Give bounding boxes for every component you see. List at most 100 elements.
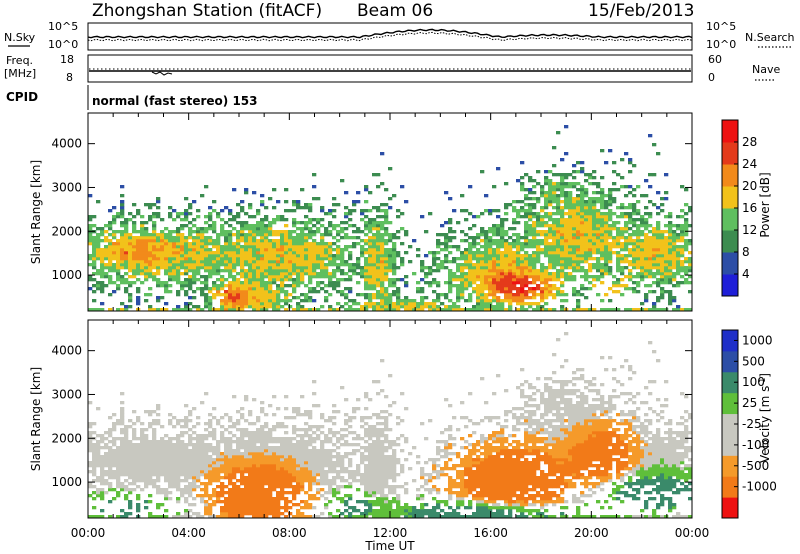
velocity-cell <box>120 515 125 519</box>
power-cell <box>252 299 257 303</box>
velocity-cell <box>92 479 97 483</box>
power-cell <box>608 269 613 273</box>
power-cell <box>232 278 237 282</box>
power-cell <box>208 302 213 306</box>
power-cell <box>452 260 457 264</box>
power-cell <box>380 281 385 285</box>
power-cell <box>540 308 545 312</box>
power-cell <box>644 263 649 267</box>
velocity-cell <box>124 494 129 498</box>
power-cell <box>636 263 641 267</box>
velocity-cell <box>268 467 273 471</box>
power-cell <box>168 215 173 219</box>
velocity-cell <box>148 446 153 450</box>
power-cell <box>108 242 113 246</box>
power-cell <box>664 278 669 282</box>
power-cell <box>580 224 585 228</box>
power-cell <box>596 239 601 243</box>
velocity-cell <box>92 464 97 468</box>
velocity-cell <box>112 443 117 447</box>
power-cell <box>572 197 577 201</box>
power-cell <box>492 239 497 243</box>
power-cell <box>268 284 273 288</box>
power-cell <box>368 245 373 249</box>
power-cell <box>580 161 585 165</box>
power-cell <box>308 272 313 276</box>
power-cell <box>208 224 213 228</box>
power-cell <box>236 257 241 261</box>
power-cell <box>104 257 109 261</box>
power-cell <box>588 221 593 225</box>
power-cell <box>672 272 677 276</box>
power-cell <box>352 272 357 276</box>
power-cell <box>376 254 381 258</box>
power-cell <box>364 251 369 255</box>
velocity-cell <box>248 458 253 462</box>
power-cell <box>628 263 633 267</box>
power-cell <box>276 239 281 243</box>
power-cell <box>284 302 289 306</box>
power-cell <box>312 251 317 255</box>
power-cell <box>616 263 621 267</box>
velocity-cell <box>252 512 257 516</box>
velocity-cell <box>216 515 221 519</box>
power-cell <box>620 260 625 264</box>
velocity-cell <box>120 458 125 462</box>
power-cell <box>316 254 321 258</box>
velocity-cell <box>260 449 265 453</box>
power-cell <box>364 296 369 300</box>
power-cell <box>428 302 433 306</box>
power-cell <box>216 263 221 267</box>
velocity-cell <box>228 467 233 471</box>
velocity-cell <box>156 407 161 411</box>
power-cell <box>176 230 181 234</box>
power-cell <box>300 233 305 237</box>
power-cell <box>512 218 517 222</box>
power-cell <box>140 260 145 264</box>
power-cell <box>124 233 129 237</box>
power-cell <box>500 233 505 237</box>
velocity-cell <box>140 449 145 453</box>
power-cell <box>596 236 601 240</box>
velocity-cell <box>260 488 265 492</box>
power-cell <box>496 260 501 264</box>
velocity-cell <box>172 464 177 468</box>
power-cell <box>608 200 613 204</box>
power-cell <box>220 224 225 228</box>
power-cell <box>220 257 225 261</box>
power-cell <box>96 257 101 261</box>
power-cell <box>488 299 493 303</box>
velocity-cell <box>272 455 277 459</box>
power-cell <box>144 251 149 255</box>
power-cell <box>204 266 209 270</box>
power-cell <box>212 242 217 246</box>
power-cell <box>324 299 329 303</box>
velocity-cell <box>164 476 169 480</box>
power-cell <box>360 275 365 279</box>
power-cell <box>388 167 393 171</box>
power-cell <box>124 242 129 246</box>
power-cell <box>268 221 273 225</box>
power-cell <box>608 308 613 312</box>
power-cell <box>292 278 297 282</box>
velocity-cell <box>148 410 153 414</box>
power-cell <box>620 203 625 207</box>
power-cell <box>544 242 549 246</box>
power-cell <box>164 284 169 288</box>
velocity-cell <box>284 515 289 519</box>
power-cell <box>144 245 149 249</box>
freq-glitch <box>151 71 173 76</box>
velocity-cell <box>212 488 217 492</box>
power-cell <box>472 254 477 258</box>
velocity-cell <box>136 419 141 423</box>
velocity-cell <box>180 470 185 474</box>
power-cell <box>540 299 545 303</box>
power-cell <box>148 218 153 222</box>
power-cell <box>488 293 493 297</box>
power-cell <box>172 242 177 246</box>
power-cell <box>144 266 149 270</box>
power-cell <box>580 245 585 249</box>
velocity-cell <box>224 509 229 513</box>
power-cell <box>436 257 441 261</box>
power-cell <box>564 233 569 237</box>
